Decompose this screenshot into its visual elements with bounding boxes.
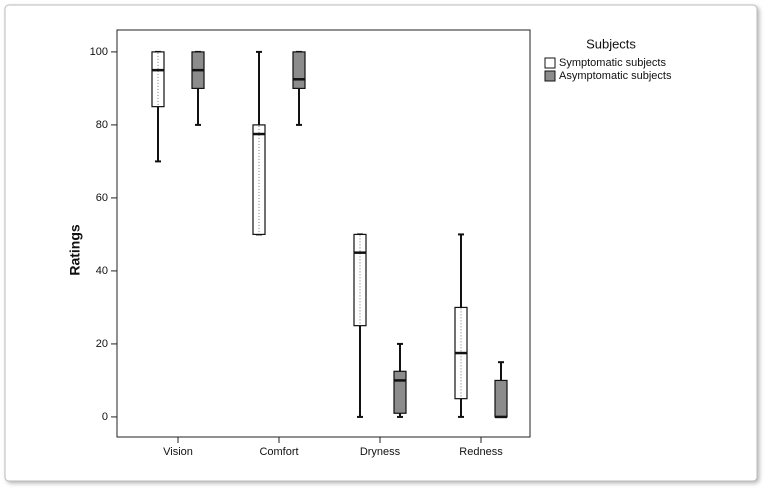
legend-label: Asymptomatic subjects <box>559 70 672 82</box>
x-tick-label: Comfort <box>259 446 298 458</box>
x-tick-label: Dryness <box>360 446 401 458</box>
legend-label: Symptomatic subjects <box>559 57 666 69</box>
y-tick-label: 60 <box>96 192 108 204</box>
x-tick-label: Vision <box>163 446 193 458</box>
plot-area <box>116 29 531 438</box>
box <box>252 124 266 236</box>
frame <box>4 4 758 482</box>
y-tick-label: 40 <box>96 265 108 277</box>
legend-title: Subjects <box>586 36 636 51</box>
box <box>494 379 508 418</box>
y-tick-label: 80 <box>96 119 108 131</box>
box <box>151 51 165 108</box>
legend-swatch <box>544 57 556 69</box>
y-tick-label: 20 <box>96 338 108 350</box>
box <box>353 233 367 327</box>
legend-swatch <box>544 70 556 82</box>
box <box>292 51 306 90</box>
y-axis-label: Ratings <box>67 224 83 276</box>
box <box>393 370 407 414</box>
y-tick-label: 0 <box>102 411 108 423</box>
y-tick-label: 100 <box>90 46 108 58</box>
x-tick-label: Redness <box>459 446 503 458</box>
